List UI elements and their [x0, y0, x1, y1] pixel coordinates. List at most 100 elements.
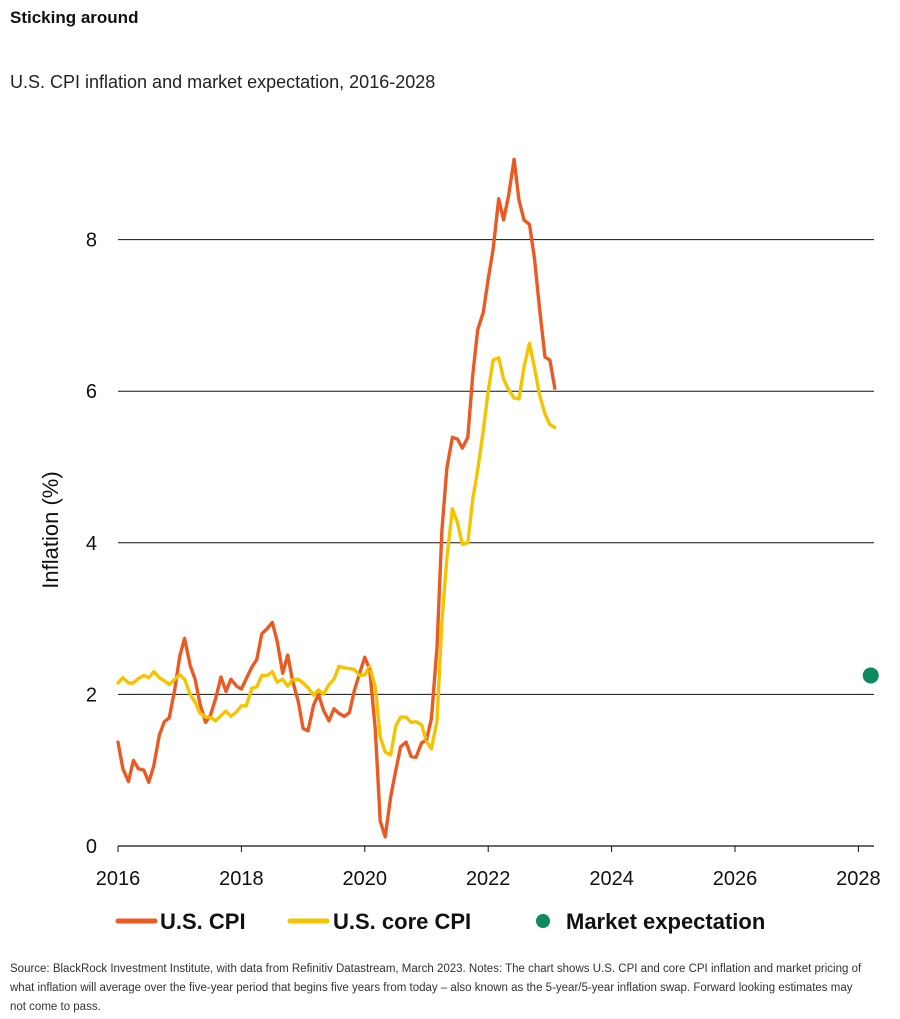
data-point [306, 729, 310, 732]
data-point [420, 723, 423, 726]
data-point [204, 715, 207, 719]
data-point [435, 646, 439, 649]
x-axis-ticks: 2016 2018 2020 2022 2024 2026 2028 [96, 846, 881, 890]
data-point [517, 397, 521, 400]
data-point [152, 670, 155, 673]
data-point [266, 627, 269, 630]
data-point [343, 715, 346, 718]
data-point [152, 764, 155, 767]
data-point [414, 720, 418, 723]
data-point [286, 684, 289, 688]
data-point [353, 689, 356, 692]
data-point [178, 655, 181, 658]
data-point [414, 756, 418, 759]
y-tick-label: 0 [86, 836, 97, 858]
data-point [271, 621, 274, 624]
data-point [389, 753, 392, 757]
data-point [533, 257, 536, 260]
data-point [266, 674, 269, 677]
data-point [491, 248, 495, 251]
data-point [168, 683, 171, 686]
data-point [471, 373, 474, 376]
data-point [394, 769, 397, 773]
data-point [348, 711, 351, 714]
data-point [296, 678, 300, 681]
data-point [214, 697, 217, 701]
data-point [142, 674, 146, 677]
x-tick-label: 2018 [219, 868, 264, 890]
data-point [275, 681, 279, 684]
data-point [399, 745, 402, 748]
data-point [132, 759, 135, 762]
data-point [332, 707, 336, 711]
legend-label-us-core-cpi: U.S. core CPI [333, 909, 471, 934]
data-point [147, 676, 151, 679]
data-point [368, 665, 371, 668]
data-point [533, 366, 536, 369]
data-point [379, 735, 382, 739]
data-point [116, 740, 120, 744]
legend-label-us-cpi: U.S. CPI [160, 909, 246, 934]
x-tick-label: 2028 [836, 868, 881, 890]
data-point [394, 725, 397, 728]
market-expectation-point [862, 667, 879, 684]
data-point [538, 305, 541, 309]
source-note: Source: BlackRock Investment Institute, … [10, 963, 862, 1013]
data-point [512, 158, 516, 161]
data-point [193, 700, 197, 704]
data-point [317, 693, 320, 696]
data-point [198, 712, 202, 715]
data-point [322, 693, 325, 696]
data-point [404, 715, 408, 719]
chart-title: Sticking around [10, 8, 139, 27]
data-point [466, 436, 470, 439]
data-point [245, 677, 248, 680]
series-line-u-s-cpi [116, 157, 557, 839]
data-point [482, 429, 485, 432]
data-point [430, 747, 433, 751]
data-point [219, 714, 223, 717]
x-tick-label: 2020 [343, 868, 388, 890]
data-point [158, 676, 161, 679]
data-point [235, 684, 238, 688]
data-point [466, 541, 470, 544]
data-point [224, 690, 228, 693]
data-point [245, 704, 248, 707]
data-point [389, 795, 392, 798]
data-point [517, 198, 521, 202]
series-lines [116, 157, 557, 839]
data-point [363, 656, 366, 659]
data-point [409, 721, 413, 724]
data-point [538, 393, 541, 396]
data-point [127, 681, 130, 685]
data-point [522, 218, 526, 222]
data-point [147, 781, 151, 784]
data-point [322, 709, 325, 712]
data-point [209, 713, 212, 717]
data-point [461, 446, 464, 450]
gridlines [118, 239, 874, 847]
data-point [121, 676, 125, 679]
data-point [461, 543, 464, 546]
data-point [445, 556, 449, 560]
y-axis-label: Inflation (%) [38, 471, 63, 588]
data-point [286, 653, 289, 657]
data-point [229, 715, 233, 718]
data-point [255, 685, 259, 689]
x-tick-label: 2016 [96, 868, 141, 890]
data-point [275, 640, 279, 643]
data-point [327, 719, 331, 723]
chart-subtitle: U.S. CPI inflation and market expectatio… [10, 72, 436, 92]
data-point [528, 342, 531, 345]
data-point [271, 670, 274, 673]
data-point [435, 719, 439, 723]
data-point [163, 679, 166, 682]
data-point [430, 717, 433, 720]
data-point [363, 673, 366, 676]
data-point [121, 767, 125, 770]
data-point [137, 767, 140, 770]
data-point [543, 412, 547, 416]
x-tick-label: 2022 [466, 868, 511, 890]
data-point [553, 386, 557, 390]
data-point [456, 437, 459, 441]
